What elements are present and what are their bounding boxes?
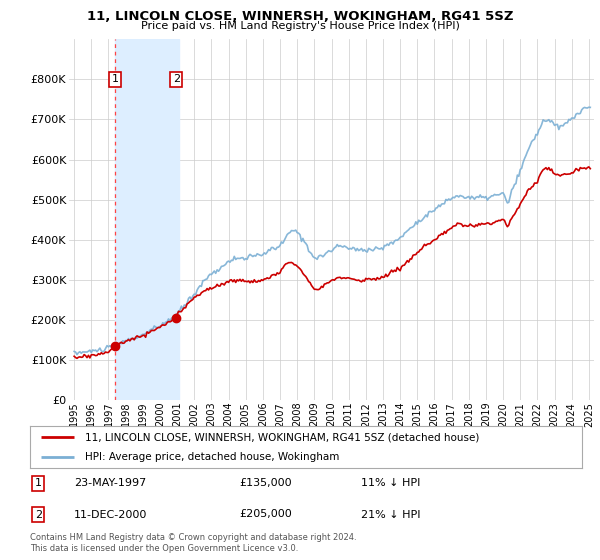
Text: £205,000: £205,000 (240, 510, 293, 520)
Text: 11-DEC-2000: 11-DEC-2000 (74, 510, 148, 520)
Text: HPI: Average price, detached house, Wokingham: HPI: Average price, detached house, Woki… (85, 452, 340, 462)
Bar (115, 39, 179, 400)
Text: £135,000: £135,000 (240, 478, 292, 488)
Text: 23-MAY-1997: 23-MAY-1997 (74, 478, 146, 488)
Text: 1: 1 (112, 74, 118, 85)
Text: Contains HM Land Registry data © Crown copyright and database right 2024.
This d: Contains HM Land Registry data © Crown c… (30, 533, 356, 553)
Text: 11, LINCOLN CLOSE, WINNERSH, WOKINGHAM, RG41 5SZ: 11, LINCOLN CLOSE, WINNERSH, WOKINGHAM, … (87, 10, 513, 22)
Text: Price paid vs. HM Land Registry's House Price Index (HPI): Price paid vs. HM Land Registry's House … (140, 21, 460, 31)
Text: 2: 2 (173, 74, 180, 85)
Text: 11% ↓ HPI: 11% ↓ HPI (361, 478, 421, 488)
Text: 1: 1 (35, 478, 42, 488)
Text: 2: 2 (35, 510, 42, 520)
Text: 21% ↓ HPI: 21% ↓ HPI (361, 510, 421, 520)
Text: 11, LINCOLN CLOSE, WINNERSH, WOKINGHAM, RG41 5SZ (detached house): 11, LINCOLN CLOSE, WINNERSH, WOKINGHAM, … (85, 432, 479, 442)
